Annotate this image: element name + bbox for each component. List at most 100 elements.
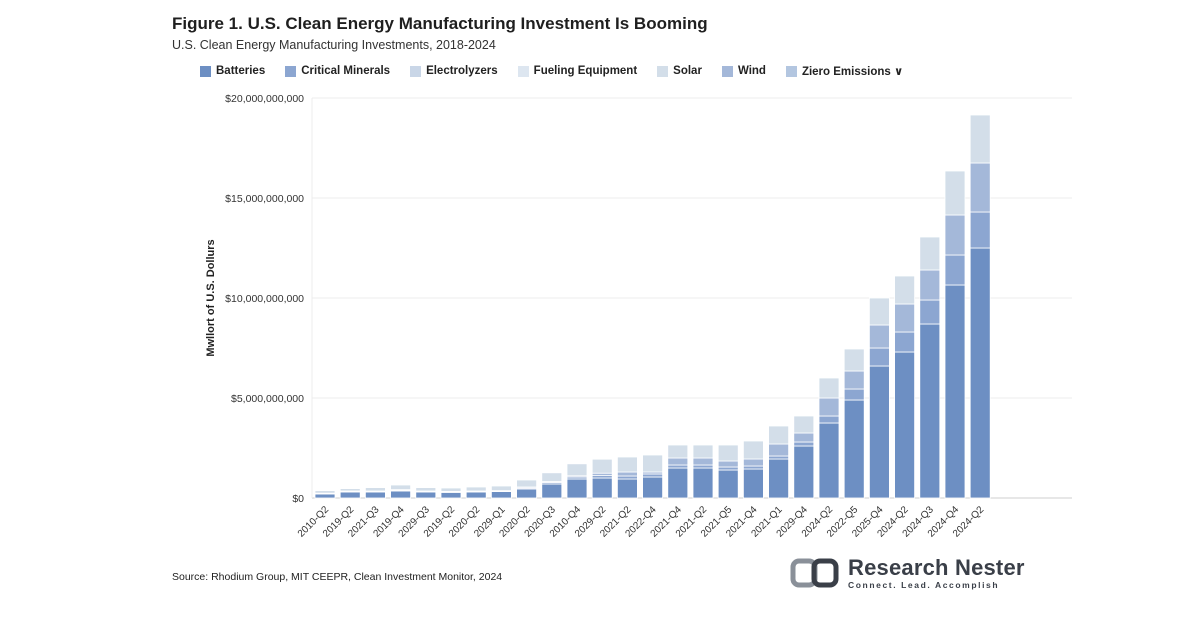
legend-item: Electrolyzers: [410, 65, 498, 77]
y-axis-label: Mwllort of U.S. Dollurs: [205, 239, 217, 356]
legend-item: Fueling Equipment: [517, 65, 637, 77]
bar-segment: [793, 432, 815, 443]
bar-segment: [591, 458, 613, 474]
bar-segment: [642, 476, 663, 499]
legend-label: Critical Minerals: [301, 65, 391, 77]
bar-segment: [843, 399, 865, 499]
legend-swatch: [200, 65, 211, 77]
bar-segment: [667, 444, 689, 459]
bar-segment: [692, 444, 714, 459]
bar-segment: [667, 457, 689, 466]
bar-segment: [339, 491, 361, 499]
y-tick-label: $15,000,000,000: [225, 193, 304, 205]
bar-segment: [743, 458, 764, 467]
bar-segment: [869, 297, 890, 326]
legend-label: Batteries: [216, 65, 266, 77]
bar-segment: [944, 254, 966, 286]
bar-segment: [894, 275, 915, 305]
bar-segment: [667, 464, 689, 469]
bar-segment: [919, 236, 941, 271]
bar-segment: [818, 422, 840, 499]
bar-segment: [617, 471, 638, 477]
y-tick-label: $0: [292, 493, 304, 505]
y-tick-label: $10,000,000,000: [225, 293, 304, 305]
bar-segment: [642, 454, 663, 473]
bar-segment: [919, 299, 941, 325]
bar-segment: [869, 365, 890, 499]
bar-segment: [793, 441, 815, 447]
legend-item: Critical Minerals: [285, 65, 390, 77]
legend-swatch: [785, 65, 797, 77]
legend-item: Wind: [721, 65, 766, 77]
bar-segment: [591, 477, 613, 499]
bar-segment: [541, 483, 563, 499]
bar-segment: [717, 444, 739, 462]
bar-segment: [743, 465, 764, 470]
bar-segment: [490, 485, 512, 491]
source-note: Source: Rhodium Group, MIT CEEPR, Clean …: [172, 571, 503, 583]
legend-label: Ziero Emissions ∨: [801, 66, 904, 78]
legend-swatch: [721, 65, 733, 77]
bar-segment: [314, 490, 336, 494]
chart-title: Figure 1. U.S. Clean Energy Manufacturin…: [172, 14, 708, 33]
bar-segment: [440, 491, 462, 499]
legend-item: Batteries: [200, 65, 265, 77]
logo-tagline: Connect. Lead. Accomplish: [848, 580, 1000, 590]
bar-segment: [894, 331, 915, 353]
bar-segment: [465, 491, 487, 499]
bar-segment: [869, 347, 890, 367]
y-tick-label: $20,000,000,000: [225, 93, 304, 105]
legend-swatch: [410, 65, 422, 77]
bar-segment: [944, 214, 966, 256]
bar-segment: [642, 473, 663, 478]
bar-segment: [364, 487, 386, 492]
chart-subtitle: U.S. Clean Energy Manufacturing Investme…: [172, 38, 496, 52]
bar-segment: [490, 491, 512, 499]
legend-item: Ziero Emissions ∨: [785, 64, 904, 78]
bar-segment: [743, 468, 764, 499]
bar-segment: [793, 415, 815, 434]
bar-segment: [969, 211, 991, 249]
bar-segment: [314, 493, 336, 499]
bar-segment: [743, 440, 764, 460]
legend-label: Wind: [737, 65, 766, 77]
legend-label: Electrolyzers: [426, 65, 498, 77]
bar-segment: [768, 458, 789, 499]
bar-segment: [869, 324, 890, 349]
bar-segment: [390, 490, 412, 499]
research-nester-logo: Research Nester Connect. Lead. Accomplis…: [790, 556, 1025, 590]
bar-segment: [843, 370, 865, 390]
chart-legend: Batteries Critical Minerals Electrolyzers F…: [200, 64, 923, 78]
bar-segment: [541, 472, 563, 482]
bar-segment: [894, 303, 915, 333]
bar-segment: [364, 491, 386, 499]
bar-segment: [717, 469, 739, 499]
bar-segment: [617, 478, 638, 499]
bar-segment: [843, 388, 865, 401]
bar-segment: [415, 491, 437, 499]
bar-segment: [717, 466, 739, 471]
bar-segment: [516, 488, 537, 499]
bar-segment: [768, 455, 789, 460]
bar-segment: [919, 323, 941, 499]
bar-segment: [818, 415, 840, 424]
bar-segment: [617, 456, 638, 473]
bar-segment: [944, 284, 966, 499]
bar-segment: [390, 484, 412, 490]
bar-segment: [843, 348, 865, 372]
logo-mark-icon: [790, 558, 840, 588]
bar-segment: [566, 463, 588, 477]
bar-segment: [465, 486, 487, 492]
bar-segment: [919, 269, 941, 301]
bar-segment: [617, 475, 638, 480]
bar-segment: [944, 170, 966, 216]
bar-segment: [969, 247, 991, 499]
legend-swatch: [517, 65, 529, 77]
bar-segment: [818, 397, 840, 417]
bar-segment: [969, 162, 991, 213]
bar-segment: [339, 488, 361, 492]
bar-segment: [818, 377, 840, 399]
bar-segment: [667, 467, 689, 499]
bar-segment: [793, 445, 815, 499]
